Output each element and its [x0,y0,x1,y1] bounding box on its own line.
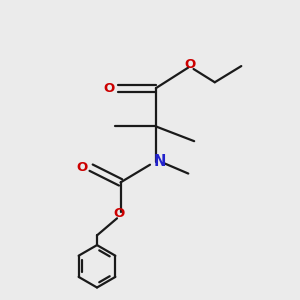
Text: O: O [103,82,114,95]
Text: O: O [184,58,195,71]
Text: N: N [153,154,166,169]
Text: O: O [113,207,125,220]
Text: O: O [77,161,88,174]
